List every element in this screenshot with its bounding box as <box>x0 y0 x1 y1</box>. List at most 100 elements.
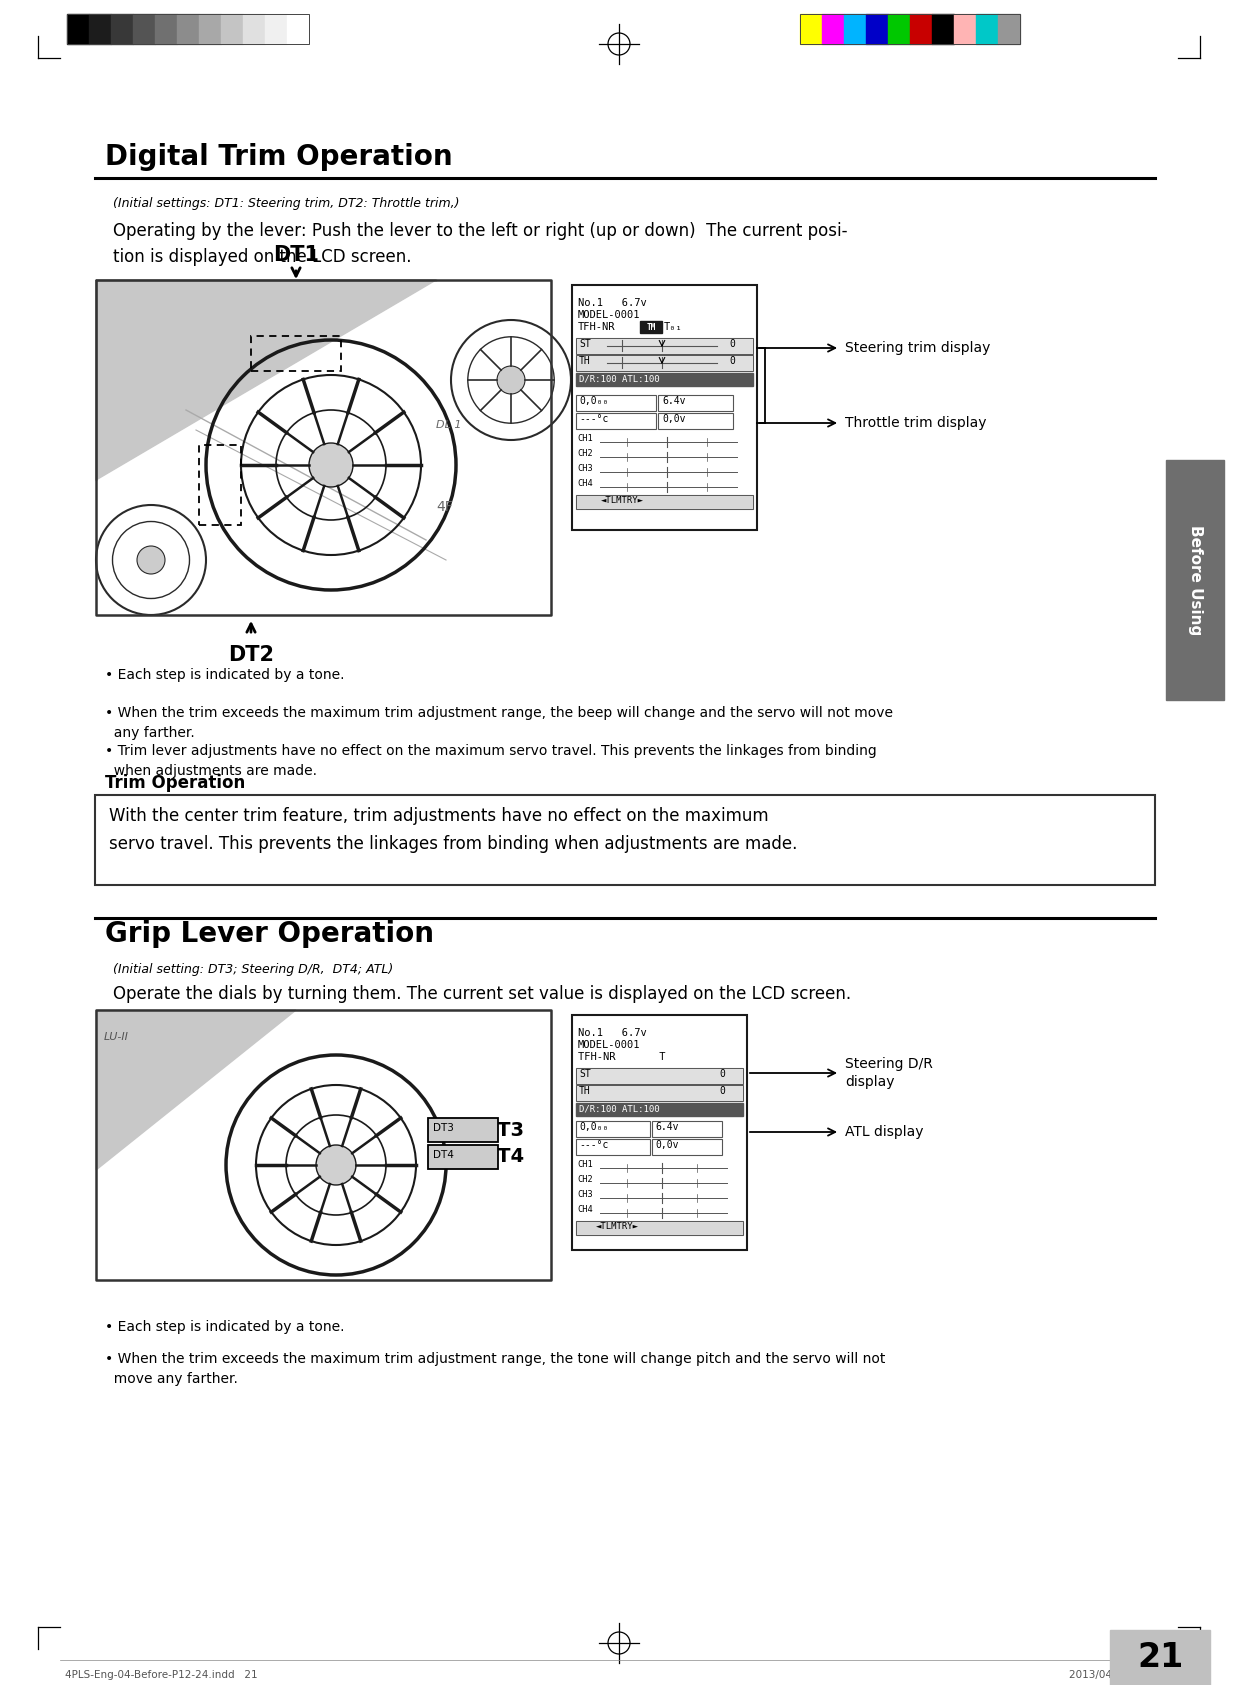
Text: 6.4v: 6.4v <box>655 1122 678 1132</box>
Text: Steering trim display: Steering trim display <box>846 340 990 356</box>
Text: • Each step is indicated by a tone.: • Each step is indicated by a tone. <box>105 1319 344 1335</box>
Text: 4F: 4F <box>436 500 453 514</box>
Text: ◄TLMTRY►: ◄TLMTRY► <box>600 495 644 506</box>
Circle shape <box>316 1146 357 1185</box>
Bar <box>640 322 662 334</box>
Bar <box>97 1009 551 1281</box>
Bar <box>844 13 867 44</box>
Text: CH4: CH4 <box>577 479 593 489</box>
Text: 0: 0 <box>729 356 735 366</box>
Bar <box>576 1068 743 1083</box>
Circle shape <box>310 443 353 487</box>
Text: Operate the dials by turning them. The current set value is displayed on the LCD: Operate the dials by turning them. The c… <box>113 986 852 1003</box>
Text: CH3: CH3 <box>577 1190 593 1200</box>
Text: 6.4v: 6.4v <box>662 396 686 406</box>
Bar <box>998 13 1020 44</box>
Text: Steering D/R
display: Steering D/R display <box>846 1056 933 1089</box>
Text: (Initial setting: DT3; Steering D/R,  DT4; ATL): (Initial setting: DT3; Steering D/R, DT4… <box>113 964 394 976</box>
Text: CH1: CH1 <box>577 435 593 443</box>
Bar <box>222 13 243 44</box>
Text: T₀₁: T₀₁ <box>664 322 682 332</box>
Text: ST: ST <box>579 1068 591 1078</box>
Text: Trim Operation: Trim Operation <box>105 773 245 792</box>
Bar <box>659 394 733 411</box>
Bar <box>428 1119 498 1142</box>
Bar <box>428 1146 498 1169</box>
Text: TFH-NR       T: TFH-NR T <box>578 1051 666 1062</box>
Bar <box>576 356 753 371</box>
Text: CH4: CH4 <box>577 1205 593 1213</box>
Bar <box>97 280 551 615</box>
Bar <box>576 1085 743 1100</box>
Text: 0: 0 <box>729 339 735 349</box>
Text: Operating by the lever: Push the lever to the left or right (up or down)  The cu: Operating by the lever: Push the lever t… <box>113 222 848 239</box>
Bar <box>652 1121 722 1137</box>
Bar <box>576 356 753 371</box>
Text: DT4: DT4 <box>482 1147 524 1166</box>
Text: • When the trim exceeds the maximum trim adjustment range, the beep will change : • When the trim exceeds the maximum trim… <box>105 706 893 740</box>
Bar <box>576 495 753 509</box>
Bar <box>199 13 222 44</box>
Bar <box>95 795 1155 885</box>
Bar <box>910 13 932 44</box>
Bar <box>287 13 310 44</box>
Text: No.1   6.7v: No.1 6.7v <box>578 298 646 308</box>
Bar <box>576 1085 743 1100</box>
Text: DT3: DT3 <box>433 1122 454 1132</box>
Text: DT3: DT3 <box>482 1121 524 1139</box>
Text: ◄TLMTRY►: ◄TLMTRY► <box>595 1222 639 1232</box>
Polygon shape <box>97 1009 296 1169</box>
Text: 0: 0 <box>719 1068 725 1078</box>
Bar <box>954 13 976 44</box>
Bar <box>576 1068 743 1083</box>
Text: DL 1: DL 1 <box>436 420 462 430</box>
Bar <box>576 1104 743 1115</box>
Bar <box>243 13 265 44</box>
Bar <box>576 1121 650 1137</box>
Bar <box>572 285 756 531</box>
Text: Before Using: Before Using <box>1187 524 1202 635</box>
Bar <box>155 13 177 44</box>
Text: TH: TH <box>579 1087 591 1095</box>
Bar <box>265 13 287 44</box>
Text: (Initial settings: DT1: Steering trim, DT2: Throttle trim,): (Initial settings: DT1: Steering trim, D… <box>113 197 459 211</box>
Text: With the center trim feature, trim adjustments have no effect on the maximum
ser: With the center trim feature, trim adjus… <box>109 807 797 853</box>
Text: MODEL-0001: MODEL-0001 <box>578 310 640 320</box>
Text: 0,0v: 0,0v <box>662 415 686 425</box>
Bar <box>822 13 844 44</box>
Text: DT4: DT4 <box>433 1149 454 1159</box>
Text: • When the trim exceeds the maximum trim adjustment range, the tone will change : • When the trim exceeds the maximum trim… <box>105 1351 885 1385</box>
Text: tion is displayed on the LCD screen.: tion is displayed on the LCD screen. <box>113 248 411 266</box>
Text: TM: TM <box>646 322 656 332</box>
Bar <box>132 13 155 44</box>
Text: MODEL-0001: MODEL-0001 <box>578 1040 640 1050</box>
Bar <box>576 1222 743 1235</box>
Bar <box>576 394 656 411</box>
Bar <box>932 13 954 44</box>
Text: • Each step is indicated by a tone.: • Each step is indicated by a tone. <box>105 667 344 682</box>
Text: ---°c: ---°c <box>579 415 608 425</box>
Text: 0,0v: 0,0v <box>655 1141 678 1149</box>
Text: LU-II: LU-II <box>104 1031 129 1041</box>
Text: TFH-NR: TFH-NR <box>578 322 615 332</box>
Bar <box>89 13 111 44</box>
Circle shape <box>137 546 165 575</box>
Text: 0,0₀₀: 0,0₀₀ <box>579 1122 608 1132</box>
Text: 0,0₀₀: 0,0₀₀ <box>579 396 608 406</box>
Text: Throttle trim display: Throttle trim display <box>846 416 987 430</box>
Bar <box>251 335 340 371</box>
Bar <box>800 13 1020 44</box>
Bar <box>199 445 241 526</box>
Text: Grip Lever Operation: Grip Lever Operation <box>105 920 435 949</box>
Text: D/R:100 ATL:100: D/R:100 ATL:100 <box>579 374 660 382</box>
Text: 2013/04/07   11:35:55: 2013/04/07 11:35:55 <box>1068 1670 1185 1680</box>
Bar <box>97 280 551 615</box>
Bar <box>67 13 310 44</box>
Circle shape <box>496 366 525 394</box>
Text: CH2: CH2 <box>577 448 593 458</box>
Bar <box>576 1139 650 1154</box>
Bar <box>888 13 910 44</box>
Text: ATL display: ATL display <box>846 1126 924 1139</box>
Text: DT1: DT1 <box>274 244 319 265</box>
Text: D/R:100 ATL:100: D/R:100 ATL:100 <box>579 1104 660 1114</box>
